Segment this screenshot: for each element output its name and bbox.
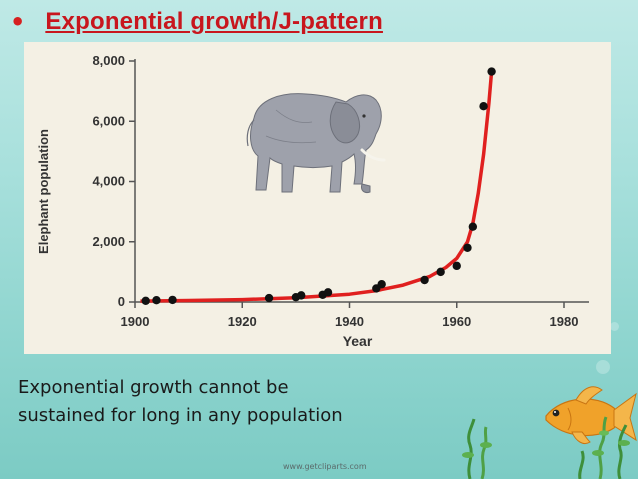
data-point <box>420 275 429 285</box>
y-tick-label: 8,000 <box>92 53 125 68</box>
data-point <box>323 288 333 297</box>
title-bullet: • <box>10 8 26 36</box>
caption: Exponential growth cannot be sustained f… <box>18 374 458 430</box>
data-point <box>452 261 461 271</box>
x-tick-label: 1960 <box>442 314 471 329</box>
x-tick-label: 1900 <box>121 314 150 329</box>
seaweed-illustration <box>462 416 630 479</box>
y-tick-label: 6,000 <box>92 113 125 128</box>
y-tick-label: 2,000 <box>92 234 125 249</box>
data-point <box>468 222 478 231</box>
x-tick-label: 1940 <box>335 314 364 329</box>
background-bubble <box>610 322 619 331</box>
y-axis-label: Elephant population <box>36 129 51 254</box>
chart-panel: 0 2,000 4,000 6,000 8,000 1900 1920 1940 1960 198… <box>24 42 611 354</box>
x-tick-label: 1920 <box>228 314 257 329</box>
x-tick-label: 1980 <box>550 314 579 329</box>
data-point <box>168 295 177 305</box>
slide-title: Exponential growth/J-pattern <box>45 8 383 35</box>
caption-line-2: sustained for long in any population <box>18 405 343 426</box>
data-point <box>377 280 386 289</box>
data-point <box>264 293 274 303</box>
credit-text: www.getcliparts.com <box>283 462 367 471</box>
background-bubble <box>596 360 610 374</box>
x-axis-label: Year <box>343 333 373 349</box>
goldfish-illustration <box>545 386 637 445</box>
elephant-illustration <box>246 93 386 193</box>
data-point <box>297 291 306 300</box>
data-point <box>152 295 161 305</box>
data-point <box>479 101 488 111</box>
data-point <box>487 67 496 76</box>
y-tick-label: 0 <box>118 294 125 309</box>
data-point <box>141 296 150 305</box>
caption-line-1: Exponential growth cannot be <box>18 377 289 398</box>
y-tick-label: 4,000 <box>92 174 125 189</box>
data-point <box>436 267 445 277</box>
data-point <box>463 243 472 252</box>
population-chart: 0 2,000 4,000 6,000 8,000 1900 1920 1940 1960 198… <box>36 53 589 349</box>
title-row: • Exponential growth/J-pattern <box>10 2 383 42</box>
